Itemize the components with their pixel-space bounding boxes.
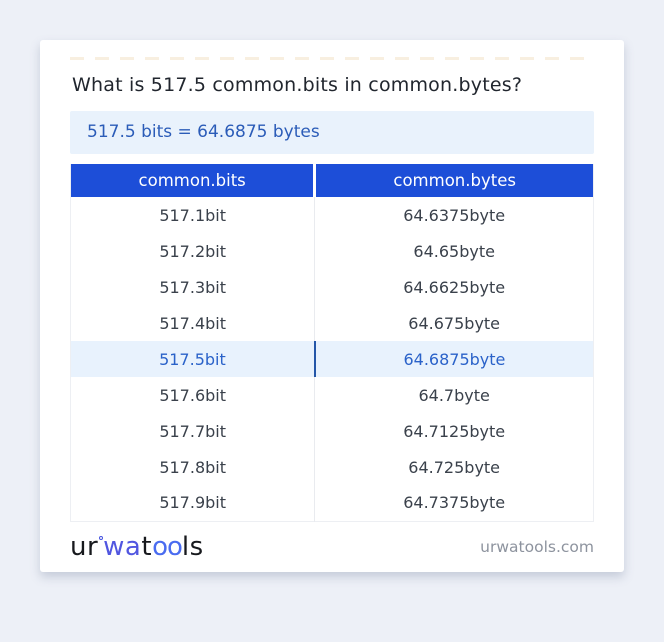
table-row: 517.7bit 64.7125byte bbox=[71, 413, 594, 449]
table-row: 517.8bit 64.725byte bbox=[71, 449, 594, 485]
bits-value: 517.6bit bbox=[159, 385, 226, 405]
bits-value: 517.1bit bbox=[159, 205, 226, 225]
logo-text-dark: t bbox=[141, 531, 153, 562]
bits-value: 517.3bit bbox=[159, 277, 226, 297]
bytes-value: 64.6875byte bbox=[313, 341, 594, 377]
bits-value: 517.9bit bbox=[159, 493, 226, 513]
urwatools-logo[interactable]: ur watools bbox=[70, 534, 204, 560]
logo-text-dark: ur bbox=[70, 531, 99, 562]
bits-value: 517.7bit bbox=[159, 421, 226, 441]
table-row: 517.2bit 64.65byte bbox=[71, 233, 594, 269]
bytes-value: 64.6625byte bbox=[314, 269, 594, 305]
bytes-value: 64.675byte bbox=[314, 305, 594, 341]
site-domain-text: urwatools.com bbox=[480, 537, 594, 556]
page-title: What is 517.5 common.bits in common.byte… bbox=[72, 74, 523, 96]
logo-ring-icon bbox=[99, 535, 104, 540]
bits-value: 517.4bit bbox=[159, 313, 226, 333]
table-row: 517.3bit 64.6625byte bbox=[71, 269, 594, 305]
bytes-value: 64.65byte bbox=[314, 233, 594, 269]
logo-text-blue: wa bbox=[103, 531, 142, 562]
bytes-value: 64.7375byte bbox=[314, 485, 594, 521]
bytes-value: 64.7byte bbox=[314, 377, 594, 413]
table-header: common.bits common.bytes bbox=[70, 164, 594, 197]
bytes-value: 64.7125byte bbox=[314, 413, 594, 449]
table-row: 517.4bit 64.675byte bbox=[71, 305, 594, 341]
bits-value: 517.5bit bbox=[70, 341, 315, 377]
card-top-dashes bbox=[70, 57, 594, 60]
logo-oo-glasses: oo bbox=[152, 531, 183, 562]
bits-value: 517.8bit bbox=[159, 457, 226, 477]
card-footer: ur watools urwatools.com bbox=[70, 528, 594, 566]
converter-card: What is 517.5 common.bits in common.byte… bbox=[40, 40, 624, 572]
bytes-value: 64.725byte bbox=[314, 449, 594, 485]
table-row: 517.1bit 64.6375byte bbox=[71, 197, 594, 233]
header-common-bytes: common.bytes bbox=[313, 164, 594, 197]
conversion-table: common.bits common.bytes 517.1bit 64.637… bbox=[70, 164, 594, 522]
table-row: 517.6bit 64.7byte bbox=[71, 377, 594, 413]
header-common-bits: common.bits bbox=[70, 164, 315, 197]
table-row: 517.9bit 64.7375byte bbox=[71, 485, 594, 521]
bytes-value: 64.6375byte bbox=[314, 197, 594, 233]
bits-value: 517.2bit bbox=[159, 241, 226, 261]
table-row-highlighted: 517.5bit 64.6875byte bbox=[70, 341, 594, 377]
conversion-answer: 517.5 bits = 64.6875 bytes bbox=[70, 111, 594, 154]
logo-text-dark: ls bbox=[181, 531, 204, 562]
